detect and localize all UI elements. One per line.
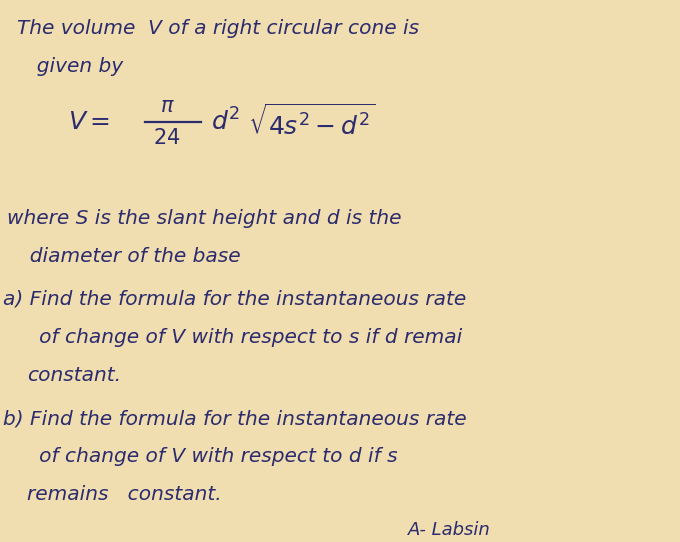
Text: where S is the slant height and d is the: where S is the slant height and d is the [7, 209, 401, 228]
Text: constant.: constant. [27, 366, 121, 385]
Text: $V=$: $V=$ [68, 110, 110, 134]
Text: $\pi$: $\pi$ [160, 96, 175, 115]
Text: A- Labsin: A- Labsin [408, 521, 491, 539]
Text: $\sqrt{4s^2-d^2}$: $\sqrt{4s^2-d^2}$ [248, 104, 375, 140]
Text: of change of V with respect to d if s: of change of V with respect to d if s [20, 447, 398, 466]
Text: remains   constant.: remains constant. [27, 485, 222, 504]
Text: b) Find the formula for the instantaneous rate: b) Find the formula for the instantaneou… [3, 409, 467, 428]
Text: a) Find the formula for the instantaneous rate: a) Find the formula for the instantaneou… [3, 290, 466, 309]
Text: $24$: $24$ [153, 128, 180, 148]
Text: $d^2$: $d^2$ [211, 108, 240, 136]
Text: The volume  V of a right circular cone is: The volume V of a right circular cone is [17, 19, 419, 38]
Text: of change of V with respect to s if d remai: of change of V with respect to s if d re… [20, 328, 462, 347]
Text: given by: given by [24, 57, 123, 76]
Text: diameter of the base: diameter of the base [17, 247, 241, 266]
